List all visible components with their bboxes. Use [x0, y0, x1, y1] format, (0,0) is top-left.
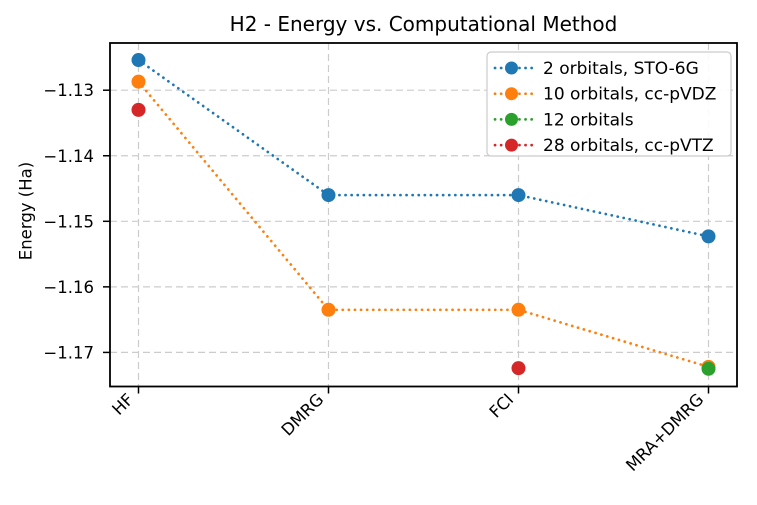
- y-tick-label: −1.15: [43, 212, 94, 231]
- y-tick-label: −1.14: [43, 147, 94, 166]
- legend-label: 2 orbitals, STO-6G: [543, 59, 699, 79]
- legend-marker: [505, 138, 518, 152]
- legend-box: [486, 51, 732, 157]
- data-point-marker: [511, 302, 526, 317]
- data-point-marker: [321, 188, 336, 203]
- legend-item: 12 orbitals: [493, 110, 634, 130]
- y-tick-label: −1.13: [43, 81, 94, 100]
- legend: 2 orbitals, STO-6G 10 orbitals, cc-pVDZ 12…: [486, 51, 732, 157]
- legend-label: 28 orbitals, cc-pVTZ: [543, 136, 714, 156]
- data-point-marker: [131, 53, 146, 68]
- y-tick-label: −1.17: [43, 343, 94, 362]
- series-line: [137, 58, 710, 238]
- x-tick-label: MRA+DMRG: [622, 390, 707, 475]
- data-point-marker: [131, 102, 146, 117]
- data-point-marker: [511, 188, 526, 203]
- y-tick-label: −1.16: [43, 278, 94, 297]
- legend-item: 2 orbitals, STO-6G: [493, 59, 699, 79]
- x-tick-label: FCI: [486, 390, 518, 422]
- data-point-marker: [701, 361, 716, 376]
- chart-title: H2 - Energy vs. Computational Method: [229, 12, 618, 36]
- legend-label: 10 orbitals, cc-pVDZ: [543, 85, 716, 105]
- x-tick-label: HF: [108, 390, 137, 419]
- plot-border: [109, 42, 738, 388]
- data-point-marker: [701, 229, 716, 244]
- legend-marker: [505, 87, 518, 101]
- legend-label: 12 orbitals: [543, 110, 634, 130]
- data-point-marker: [511, 361, 526, 376]
- data-point-marker: [131, 74, 146, 89]
- data-point-marker: [321, 302, 336, 317]
- x-tick-label: DMRG: [278, 390, 328, 440]
- series-line: [137, 80, 710, 369]
- legend-marker: [505, 112, 518, 126]
- legend-marker: [505, 61, 518, 75]
- legend-item: 28 orbitals, cc-pVTZ: [493, 136, 714, 156]
- legend-item: 10 orbitals, cc-pVDZ: [493, 85, 716, 105]
